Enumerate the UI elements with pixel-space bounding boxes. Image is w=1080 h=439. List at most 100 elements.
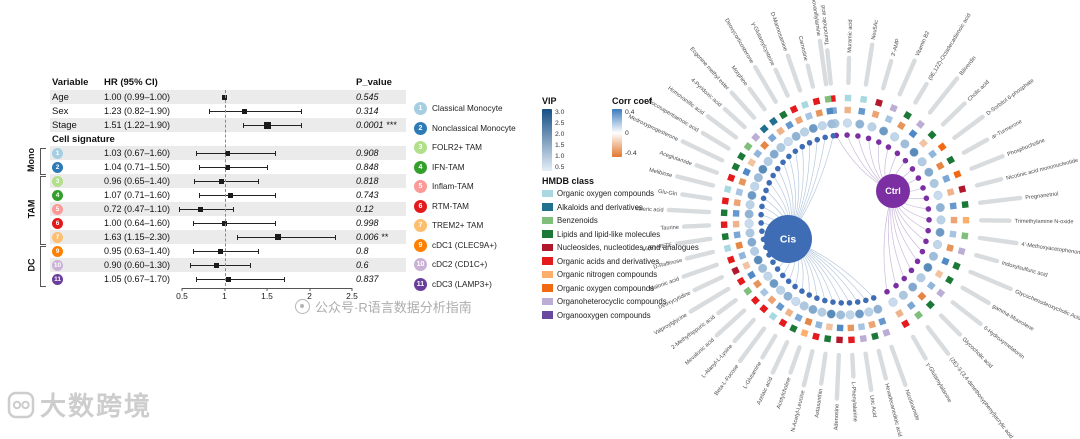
outer-bar [714, 308, 747, 338]
outer-bar [692, 274, 725, 293]
ci-plot-cell [182, 188, 352, 202]
node-dot [774, 165, 781, 172]
ci-line [190, 264, 250, 266]
metabolite-label: Mevalonic acid [684, 337, 715, 366]
hmdb-class-cell [836, 336, 843, 344]
node-dot [770, 172, 776, 179]
hmdb-class-cell [844, 94, 852, 102]
hmdb-class-cell [721, 197, 729, 205]
hr-point-square [227, 192, 233, 198]
hmdb-class-cell [768, 311, 778, 321]
vip-circle [817, 307, 827, 317]
hmdb-label: Organic oxygen compounds [557, 283, 655, 293]
vip-circle [800, 127, 810, 137]
circos-node: Ecgonine methyl ester [688, 46, 792, 160]
metabolite-label: Glycocholic acid [961, 337, 994, 370]
corr-cell [918, 138, 928, 148]
node-dot [760, 236, 767, 243]
hr-ci-text: 1.51 (1.22–1.90) [104, 120, 171, 130]
outer-bar [977, 235, 1019, 246]
circos-plot: Cis Ctrl Taurocholic acid Muramic acid N… [627, 0, 1080, 439]
hmdb-swatch [542, 270, 553, 279]
hmdb-class-cell [859, 95, 868, 104]
corr-tick: 0.4 [625, 109, 635, 116]
metabolite-label: Deoxycorticosterone [723, 18, 754, 65]
metabolite-label: L-Phenylalanine [850, 382, 858, 422]
ci-cap-high [258, 248, 259, 254]
node-dot [758, 211, 764, 218]
cell-legend-label: TREM2+ TAM [432, 221, 484, 230]
metabolite-label: Glu-Gln [658, 189, 678, 198]
vip-circle [888, 297, 898, 307]
metabolite-label: Taurine [660, 225, 679, 232]
hmdb-class-cell [721, 232, 729, 241]
metabolite-label: Nicotinic acid mononucleotide [1006, 158, 1079, 182]
node-dot [759, 203, 765, 210]
vip-tick: 1.5 [555, 142, 565, 149]
corr-cell [742, 167, 751, 177]
vip-tick: 3.0 [555, 109, 565, 116]
hub-label-cis: Cis [780, 234, 797, 246]
circos-node: Carnosine [797, 35, 828, 141]
ci-line [243, 124, 301, 126]
forest-axis: 0.5 1 1.5 2 2.5 [24, 288, 406, 307]
circos-node: Glu-Gln [658, 189, 765, 210]
vip-tick: 2.5 [555, 120, 565, 127]
outer-bar [737, 326, 767, 364]
corr-cell [747, 158, 757, 167]
dashukuajing-logo-icon [7, 391, 35, 418]
hr-ci-text: 1.63 (1.15–2.30) [104, 232, 171, 242]
hmdb-class-cell [769, 116, 778, 126]
metabolite-label: Glycochenodeoxycholic Acid [1014, 289, 1080, 322]
vip-circle [879, 126, 889, 136]
corr-coef-legend: Corr coef 0.4 0 -0.4 [612, 96, 652, 157]
hr-point-square [275, 234, 282, 240]
hmdb-class-cell [736, 276, 746, 286]
metabolite-label: D-Sorbitol 6-phosphate [986, 78, 1036, 117]
node-dot [758, 220, 764, 226]
ci-cap-low [208, 108, 210, 114]
vip-circle [935, 203, 945, 213]
corr-cell [949, 230, 957, 238]
metabolite-label: Neu5Ac [871, 19, 880, 40]
hmdb-class-cell [759, 124, 769, 134]
vip-circle [933, 190, 943, 200]
ci-cap-high [283, 276, 285, 282]
cell-legend-badge: 2 [414, 121, 427, 135]
cell-legend-item: 7 TREM2+ TAM [414, 219, 526, 232]
p-value: 0.0001 *** [356, 120, 397, 130]
metabolite-label: Biliverdin [959, 55, 978, 76]
vip-circle [917, 157, 927, 167]
corr-cell [836, 324, 844, 332]
node-dot [894, 150, 901, 157]
p-value: 0.6 [356, 260, 369, 270]
metabolite-label: Adenosine [833, 404, 840, 431]
variable-label: Stage [52, 119, 77, 131]
node-dot [770, 259, 776, 265]
metabolite-label: 16(R)-HETE [641, 242, 673, 252]
corr-cell [760, 140, 770, 150]
outer-bar [974, 253, 1000, 264]
node-dot [908, 267, 915, 274]
vip-circle [791, 131, 801, 141]
circos-node: 16(R)-HETE [641, 228, 765, 253]
hr-point-square [264, 121, 272, 129]
ci-line [196, 152, 276, 154]
cell-legend-item: 2 Nonclassical Monocyte [414, 121, 526, 135]
metabolite-label: Homovanillylamine [809, 0, 821, 36]
corr-cell [871, 110, 880, 119]
metabolite-label: Morphine [730, 65, 749, 87]
hr-point-square [224, 150, 230, 156]
watermark-corner-text: 大数跨境 [40, 391, 153, 421]
vip-circle [808, 304, 818, 314]
corr-cell [804, 112, 814, 121]
circos-node: Neu5Ac [855, 19, 880, 139]
hmdb-swatch [542, 203, 553, 211]
corr-cell [896, 121, 906, 131]
hub-label-ctrl: Ctrl [885, 186, 901, 196]
metabolite-label: 6-Hydroxymelatonin [982, 325, 1025, 360]
hmdb-class-cell [961, 200, 969, 209]
outer-bar [805, 63, 816, 89]
corr-cell [759, 287, 769, 297]
hmdb-class-cell [731, 266, 740, 275]
